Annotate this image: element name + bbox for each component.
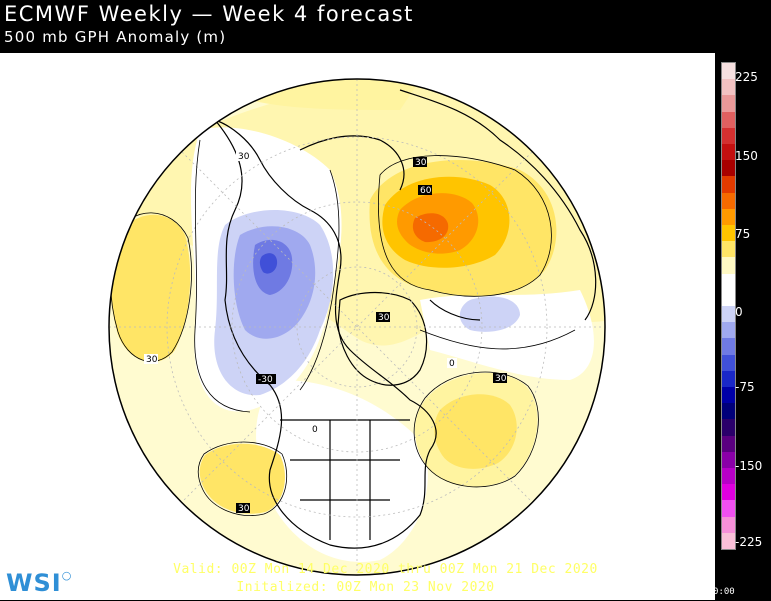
colorbar-segment: [722, 451, 735, 469]
colorbar-segment: [722, 273, 735, 291]
anomaly-positive-core: [412, 213, 449, 243]
contour-label: 30: [238, 152, 250, 162]
colorbar-segment: [722, 532, 735, 550]
colorbar-segment: [722, 516, 735, 534]
valid-period: Valid: 00Z Mon 14 Dec 2020 thru 00Z Mon …: [173, 562, 598, 577]
colorbar-segment: [722, 241, 735, 258]
colorbar-segment: [722, 257, 735, 275]
contour-label: 30: [146, 355, 158, 365]
contour-label: 0: [312, 425, 318, 435]
colorbar-segment: [722, 63, 735, 80]
colorbar-segment: [722, 354, 735, 372]
colorbar-segment: [722, 419, 735, 437]
anomaly-positive-atlantic-inner: [434, 394, 517, 469]
contours: [110, 139, 576, 516]
anomaly-negative-small: [459, 296, 520, 332]
initialized-time: Initalized: 00Z Mon 23 Nov 2020: [236, 580, 495, 595]
colorbar-segment: [722, 192, 735, 210]
colorbar-segment: [722, 289, 735, 307]
timestamp: 2020-11-23-20:00: [648, 587, 735, 597]
contour-label: 60: [420, 186, 432, 196]
colorbar-segment: [722, 144, 735, 161]
colorbar-label: -225: [735, 535, 763, 549]
anomaly-positive-top: [250, 79, 420, 110]
anomaly-positive-pacific: [110, 214, 191, 362]
colorbar-label: 75: [735, 227, 751, 241]
colorbar-segment: [722, 387, 735, 404]
contour-label: 0: [449, 359, 455, 369]
graticule: [109, 79, 605, 575]
colorbar-label: 0: [735, 305, 743, 319]
logo-mark-icon: ○: [61, 569, 73, 582]
colorbar-segment: [722, 322, 735, 339]
contour-label: -30: [258, 375, 273, 385]
colorbar-label: 150: [735, 149, 758, 163]
colorbar-label: 225: [735, 70, 758, 84]
colorbar-segment: [722, 127, 735, 145]
colorbar-segment: [722, 484, 735, 501]
colorbar-segment: [722, 403, 735, 420]
colorbar-segment: [722, 111, 735, 129]
colorbar-segment: [722, 208, 735, 226]
colorbar: [721, 62, 736, 550]
colorbar-segment: [722, 435, 735, 453]
contour-labels: 30 30 60 30 0 30 -30 30 0 30: [144, 151, 507, 514]
map-boundary: [108, 78, 606, 576]
colorbar-segment: [722, 95, 735, 113]
colorbar-segment: [722, 370, 735, 388]
colorbar-segment: [722, 160, 735, 177]
colorbar-segment: [722, 500, 735, 518]
logo-text: WSI: [6, 569, 62, 597]
colorbar-segment: [722, 306, 735, 323]
colorbar-segment: [722, 225, 735, 242]
contour-label: 30: [415, 158, 427, 168]
contour-label: 30: [238, 504, 250, 514]
colorbar-segment: [722, 338, 735, 356]
colorbar-segment: [722, 79, 735, 96]
anomaly-neutral-zone: [256, 380, 428, 562]
contour-label: 30: [378, 313, 390, 323]
colorbar-segment: [722, 176, 735, 194]
colorbar-label: -150: [735, 459, 763, 473]
chart-title: ECMWF Weekly — Week 4 forecast: [4, 2, 414, 26]
chart-subtitle: 500 mb GPH Anomaly (m): [4, 28, 227, 46]
wsi-logo[interactable]: WSI○: [6, 569, 72, 597]
contour-label: 30: [495, 374, 507, 384]
anomaly-negative-core: [259, 253, 278, 274]
colorbar-label: -75: [735, 380, 755, 394]
colorbar-segment: [722, 468, 735, 485]
